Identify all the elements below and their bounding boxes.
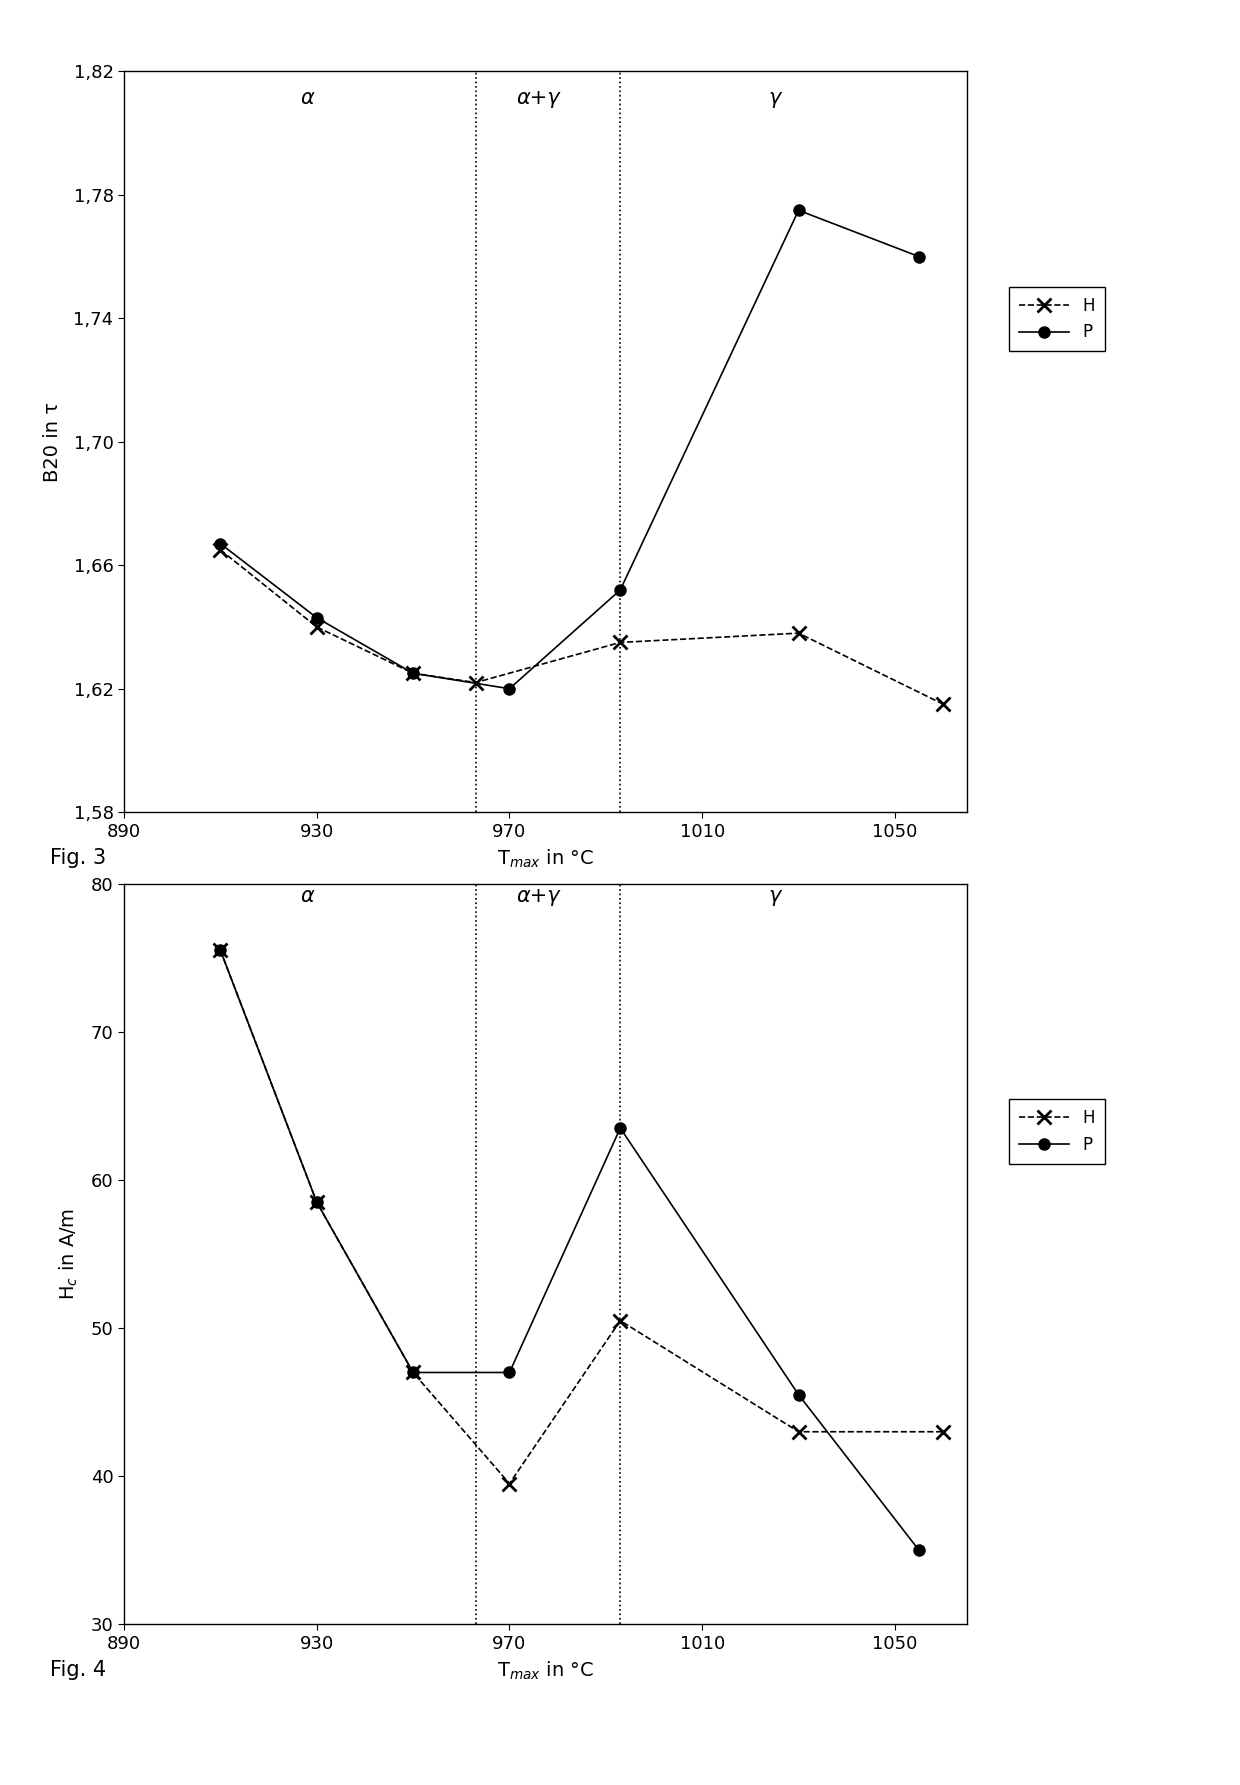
H (405, 1362, 420, 1383)
H (213, 939, 228, 960)
H (791, 623, 806, 644)
Line: H: H (213, 543, 950, 710)
H (502, 1473, 517, 1494)
Line: H: H (213, 942, 950, 1490)
P (213, 534, 228, 555)
X-axis label: T$_{max}$ in °C: T$_{max}$ in °C (497, 848, 594, 869)
Legend: H, P: H, P (1009, 1100, 1105, 1164)
Y-axis label: B20 in τ: B20 in τ (43, 402, 62, 482)
H (469, 671, 484, 693)
P (911, 246, 926, 268)
P (309, 607, 324, 628)
Legend: H, P: H, P (1009, 287, 1105, 352)
Y-axis label: H$_c$ in A/m: H$_c$ in A/m (57, 1208, 79, 1299)
P (791, 1383, 806, 1405)
H (405, 662, 420, 684)
Line: P: P (215, 944, 925, 1557)
H (613, 632, 627, 653)
Line: P: P (215, 205, 925, 694)
H (936, 693, 951, 714)
P (309, 1191, 324, 1212)
Text: α: α (300, 89, 314, 109)
Text: α+γ: α+γ (517, 885, 560, 905)
Text: γ: γ (769, 89, 781, 109)
Text: γ: γ (769, 885, 781, 905)
Text: α+γ: α+γ (517, 89, 560, 109)
P (791, 200, 806, 221)
H (936, 1421, 951, 1442)
H (309, 616, 324, 637)
P (911, 1539, 926, 1560)
Text: α: α (300, 885, 314, 905)
Text: Fig. 3: Fig. 3 (50, 848, 105, 868)
H (613, 1310, 627, 1332)
P (405, 662, 420, 684)
P (405, 1362, 420, 1383)
P (502, 678, 517, 700)
X-axis label: T$_{max}$ in °C: T$_{max}$ in °C (497, 1660, 594, 1681)
Text: Fig. 4: Fig. 4 (50, 1660, 105, 1680)
H (309, 1191, 324, 1212)
P (213, 939, 228, 960)
P (613, 1117, 627, 1139)
H (791, 1421, 806, 1442)
P (502, 1362, 517, 1383)
H (213, 539, 228, 560)
P (613, 580, 627, 602)
